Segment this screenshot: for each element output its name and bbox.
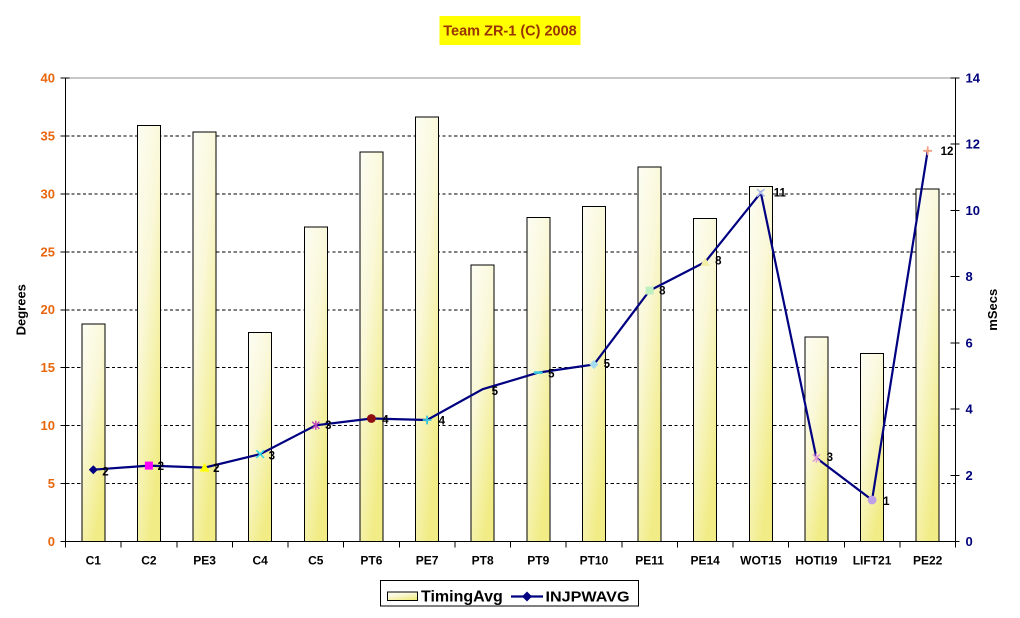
svg-text:20: 20	[41, 302, 55, 317]
svg-text:mSecs: mSecs	[985, 289, 1000, 331]
svg-text:5: 5	[48, 476, 55, 491]
svg-text:LIFT21: LIFT21	[853, 554, 892, 568]
svg-text:15: 15	[41, 360, 55, 375]
svg-text:3: 3	[325, 420, 331, 432]
svg-text:12: 12	[966, 137, 980, 152]
svg-text:10: 10	[41, 418, 55, 433]
svg-text:11: 11	[774, 188, 787, 200]
svg-text:C2: C2	[141, 554, 157, 568]
svg-text:C4: C4	[253, 554, 269, 568]
svg-text:2: 2	[158, 461, 164, 473]
svg-text:14: 14	[966, 71, 981, 86]
svg-text:PE14: PE14	[691, 554, 721, 568]
svg-text:2: 2	[102, 467, 108, 479]
svg-text:INJPWAVG: INJPWAVG	[546, 589, 630, 606]
svg-text:35: 35	[41, 128, 55, 143]
svg-text:30: 30	[41, 186, 55, 201]
svg-text:0: 0	[48, 534, 55, 549]
svg-text:PE11: PE11	[635, 554, 664, 568]
svg-text:TimingAvg: TimingAvg	[421, 589, 503, 606]
svg-text:Team ZR-1 (C) 2008: Team ZR-1 (C) 2008	[443, 24, 577, 40]
svg-text:6: 6	[966, 335, 973, 350]
svg-text:1: 1	[883, 496, 890, 508]
svg-text:PT9: PT9	[527, 554, 549, 568]
svg-text:8: 8	[966, 269, 973, 284]
svg-text:C1: C1	[86, 554, 102, 568]
svg-text:Degrees: Degrees	[14, 284, 29, 335]
svg-text:2: 2	[966, 468, 973, 483]
svg-text:PE7: PE7	[416, 554, 439, 568]
svg-text:8: 8	[659, 286, 666, 298]
svg-text:12: 12	[941, 146, 954, 158]
svg-text:4: 4	[966, 402, 974, 417]
svg-text:C5: C5	[308, 554, 324, 568]
svg-text:10: 10	[966, 203, 980, 218]
svg-text:WOT15: WOT15	[740, 554, 782, 568]
svg-text:PT6: PT6	[360, 554, 382, 568]
svg-text:4: 4	[382, 415, 389, 427]
svg-text:25: 25	[41, 244, 55, 259]
svg-text:2: 2	[213, 463, 219, 475]
svg-text:4: 4	[439, 416, 446, 428]
svg-text:5: 5	[492, 386, 499, 398]
svg-text:5: 5	[548, 369, 555, 381]
svg-text:0: 0	[966, 534, 973, 549]
svg-text:PE22: PE22	[913, 554, 943, 568]
svg-text:PT10: PT10	[580, 554, 609, 568]
svg-text:8: 8	[715, 256, 722, 268]
svg-text:HOTI19: HOTI19	[795, 554, 837, 568]
svg-text:3: 3	[269, 451, 275, 463]
svg-text:5: 5	[604, 359, 611, 371]
svg-text:40: 40	[41, 71, 55, 86]
svg-text:PE3: PE3	[193, 554, 216, 568]
svg-text:PT8: PT8	[472, 554, 494, 568]
svg-text:3: 3	[827, 452, 833, 464]
